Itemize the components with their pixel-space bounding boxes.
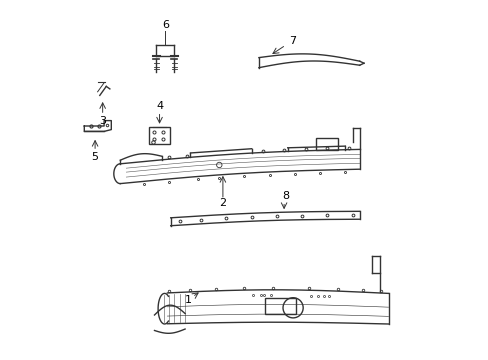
Bar: [316, 138, 337, 150]
Bar: [264, 298, 295, 314]
Text: 7: 7: [289, 36, 296, 46]
Text: 1: 1: [185, 294, 192, 305]
Text: 8: 8: [282, 191, 289, 201]
Bar: [149, 127, 170, 144]
Text: 6: 6: [162, 20, 168, 30]
Text: 4: 4: [156, 101, 163, 111]
Text: 2: 2: [219, 198, 226, 208]
Text: 3: 3: [99, 116, 106, 126]
Text: 5: 5: [91, 152, 99, 162]
